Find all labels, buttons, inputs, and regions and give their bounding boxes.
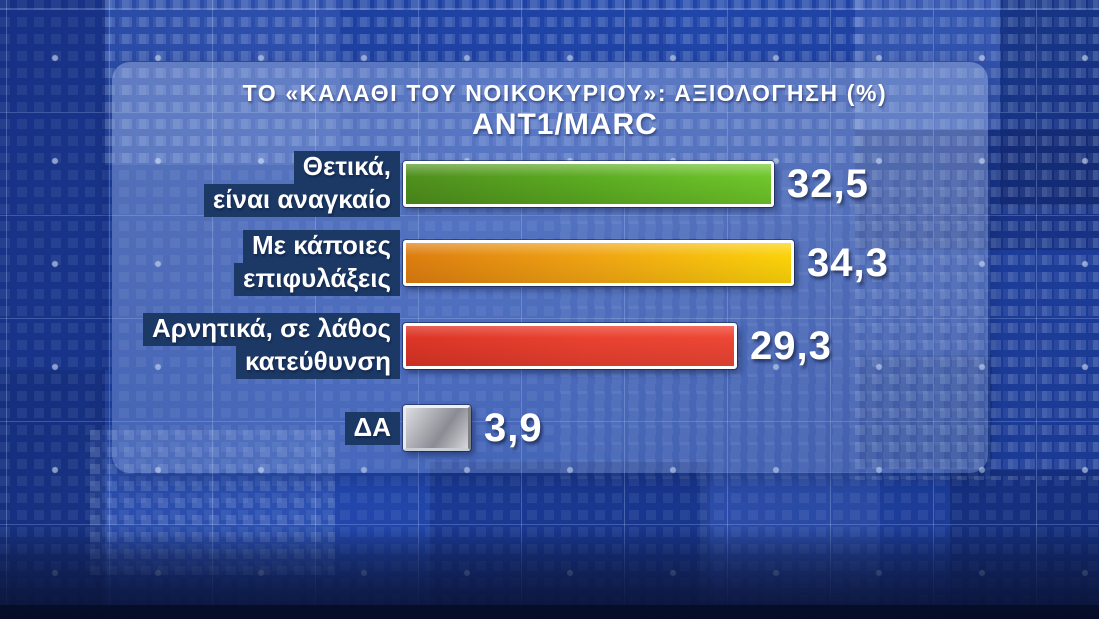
category-label: Αρνητικά, σε λάθος κατεύθυνση (112, 313, 400, 379)
category-label-line: Θετικά, (293, 151, 400, 184)
bottom-shade-band (0, 527, 1099, 619)
value-label: 32,5 (787, 161, 869, 206)
chart-subtitle: ANT1/MARC (472, 108, 658, 141)
category-label-line: κατεύθυνση (235, 346, 400, 379)
category-label-line: Με κάποιες (243, 230, 400, 263)
value-label: 34,3 (807, 240, 889, 285)
value-bar-red (403, 323, 737, 369)
chart-title-block: ΤΟ «ΚΑΛΑΘΙ ΤΟΥ ΝΟΙΚΟΚΥΡΙΟΥ»: ΑΞΙΟΛΟΓΗΣΗ … (112, 80, 988, 142)
category-label-line: ΔΑ (344, 411, 400, 445)
value-bar-yellow (403, 240, 794, 286)
chart-panel: ΤΟ «ΚΑΛΑΘΙ ΤΟΥ ΝΟΙΚΟΚΥΡΙΟΥ»: ΑΞΙΟΛΟΓΗΣΗ … (112, 62, 988, 473)
value-label: 3,9 (484, 405, 543, 450)
category-label-line: επιφυλάξεις (234, 263, 400, 296)
category-label: Με κάποιες επιφυλάξεις (112, 230, 400, 296)
category-label: ΔΑ (112, 411, 400, 445)
bg-tile (0, 0, 108, 370)
chart-row: ΔΑ 3,9 (112, 394, 988, 462)
value-label: 29,3 (750, 323, 832, 368)
category-label-line: είναι αναγκαίο (203, 184, 400, 217)
category-label: Θετικά, είναι αναγκαίο (112, 151, 400, 217)
value-bar-green (403, 161, 774, 207)
value-bar-gray (403, 405, 471, 451)
chart-row: Με κάποιες επιφυλάξεις 34,3 (112, 229, 988, 297)
chart-row: Αρνητικά, σε λάθος κατεύθυνση 29,3 (112, 312, 988, 380)
bottom-edge-strip (0, 605, 1099, 619)
chart-title: ΤΟ «ΚΑΛΑΘΙ ΤΟΥ ΝΟΙΚΟΚΥΡΙΟΥ»: ΑΞΙΟΛΟΓΗΣΗ … (242, 80, 888, 106)
chart-row: Θετικά, είναι αναγκαίο 32,5 (112, 150, 988, 218)
category-label-line: Αρνητικά, σε λάθος (142, 313, 400, 346)
